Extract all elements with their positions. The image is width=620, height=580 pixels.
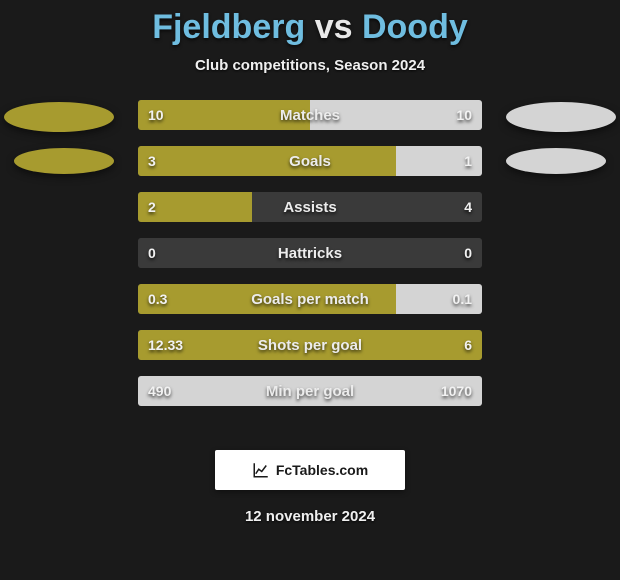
stat-row: 12.336Shots per goal	[138, 330, 482, 360]
credit-text: FcTables.com	[276, 462, 368, 478]
credit-badge: FcTables.com	[215, 450, 405, 490]
player1-marker-bottom	[14, 148, 114, 174]
stat-row: 0.30.1Goals per match	[138, 284, 482, 314]
stats-arena: 1010Matches 31Goals 24Assists 00Hattricks 0.…	[0, 100, 620, 430]
chart-icon	[252, 461, 270, 479]
stat-row: 00Hattricks	[138, 238, 482, 268]
stat-row: 1010Matches	[138, 100, 482, 130]
bar-fill-player1	[138, 330, 482, 360]
bar-fill-player2	[396, 284, 482, 314]
bar-fill-player2	[138, 376, 482, 406]
player2-marker-bottom	[506, 148, 606, 174]
subtitle: Club competitions, Season 2024	[0, 57, 620, 74]
player1-name: Fjeldberg	[152, 8, 305, 46]
player2-marker-top	[506, 102, 616, 132]
stat-bars-container: 1010Matches 31Goals 24Assists 00Hattricks 0.…	[138, 100, 482, 422]
bar-fill-player2	[396, 146, 482, 176]
stat-row: 4901070Min per goal	[138, 376, 482, 406]
stat-row: 31Goals	[138, 146, 482, 176]
bar-fill-player1	[138, 284, 396, 314]
player2-name: Doody	[362, 8, 468, 46]
comparison-title: Fjeldberg vs Doody	[0, 0, 620, 47]
bar-track	[138, 238, 482, 268]
bar-fill-player1	[138, 146, 396, 176]
date-label: 12 november 2024	[0, 508, 620, 525]
vs-separator: vs	[315, 8, 353, 46]
stat-row: 24Assists	[138, 192, 482, 222]
player1-marker-top	[4, 102, 114, 132]
bar-fill-player2	[310, 100, 482, 130]
bar-fill-player1	[138, 100, 310, 130]
bar-fill-player1	[138, 192, 252, 222]
